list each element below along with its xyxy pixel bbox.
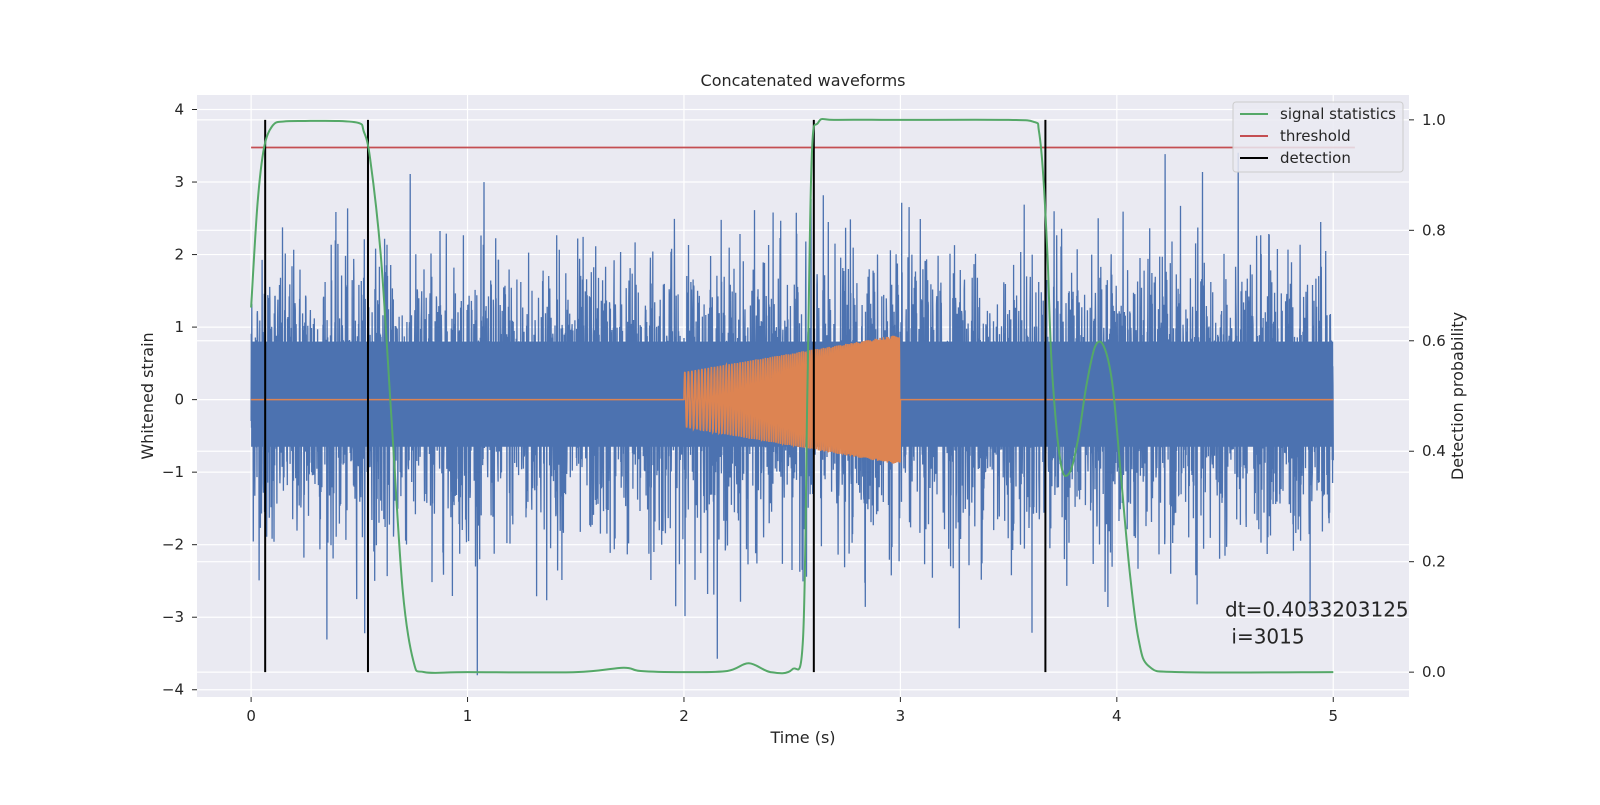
y-tick-label-left-8: −4	[162, 681, 184, 699]
detection-series-layer	[264, 119, 1047, 673]
y-tick-label-left-5: −1	[162, 463, 184, 481]
annotation-line-1: dt=0.4033203125	[1225, 598, 1409, 622]
y-axis-label-right: Detection probability	[1448, 312, 1467, 480]
legend: signal statistics threshold detection	[1232, 101, 1404, 173]
y-tick-label-right-5: 0.0	[1422, 663, 1446, 681]
y-tick-label-right-0: 1.0	[1422, 111, 1446, 129]
x-tick-label-3: 3	[896, 707, 906, 725]
x-tick-label-2: 2	[679, 707, 689, 725]
y-tick-label-right-2: 0.6	[1422, 332, 1446, 350]
y-tick-label-left-6: −2	[162, 536, 184, 554]
legend-label-detection: detection	[1280, 149, 1351, 167]
legend-label-threshold: threshold	[1280, 127, 1351, 145]
y-tick-label-left-2: 2	[174, 246, 184, 264]
x-tick-label-5: 5	[1328, 707, 1338, 725]
y-tick-label-left-3: 1	[174, 318, 184, 336]
chirp-series-layer	[251, 335, 1334, 464]
legend-box	[1232, 101, 1404, 173]
y-tick-label-left-1: 3	[174, 173, 184, 191]
y-tick-label-left-7: −3	[162, 608, 184, 626]
annotation-line-2: i=3015	[1225, 625, 1305, 649]
y-tick-label-left-4: 0	[174, 391, 184, 409]
x-tick-label-4: 4	[1112, 707, 1122, 725]
ticks-layer: 0 1 2 3 4 5 4 3 2 1 0 −1 −2 −3 −4 1.0 0.8 0.6 0.4 0.2 0.0	[162, 101, 1446, 725]
x-axis-label: Time (s)	[769, 728, 835, 747]
signal-statistics-line	[250, 118, 1334, 675]
signal-statistics-series-layer	[250, 118, 1334, 675]
legend-label-signal-statistics: signal statistics	[1280, 105, 1396, 123]
y-tick-label-left-0: 4	[174, 101, 184, 119]
y-axis-label-left: Whitened strain	[138, 332, 157, 459]
chirp-series-line	[251, 335, 1334, 464]
y-tick-label-right-3: 0.4	[1422, 442, 1446, 460]
y-tick-label-right-4: 0.2	[1422, 553, 1446, 571]
x-tick-label-1: 1	[463, 707, 473, 725]
y-tick-label-right-1: 0.8	[1422, 221, 1446, 239]
x-tick-label-0: 0	[246, 707, 256, 725]
annotation: dt=0.4033203125 i=3015	[1225, 598, 1409, 649]
chart-title: Concatenated waveforms	[701, 71, 906, 90]
